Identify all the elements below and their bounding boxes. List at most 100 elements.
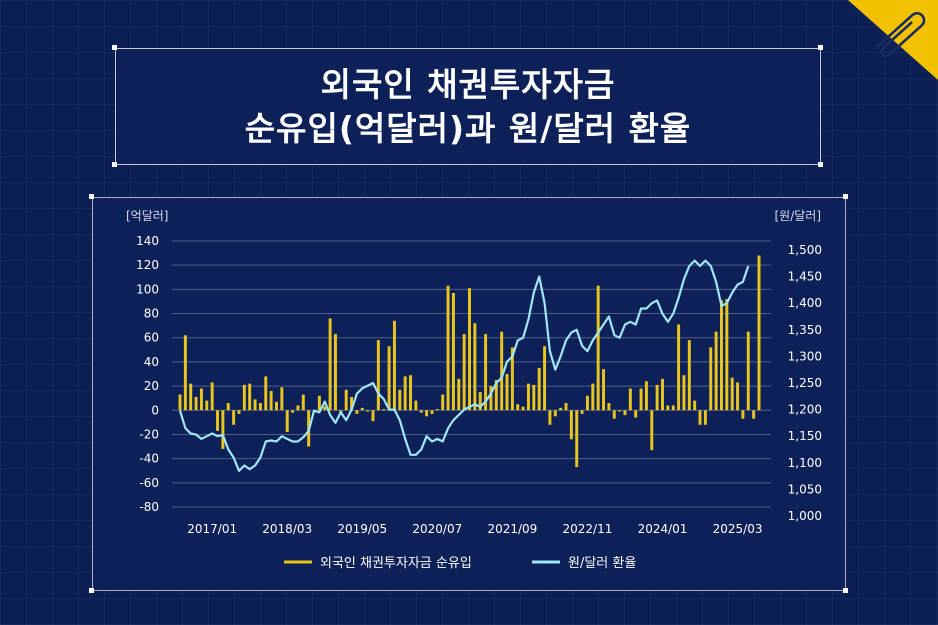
bar	[280, 387, 284, 411]
bar	[232, 410, 236, 425]
legend-line-label: 원/달러 환율	[568, 556, 636, 571]
bar	[451, 292, 455, 411]
bar	[473, 323, 477, 411]
bar	[548, 410, 552, 425]
bar	[569, 410, 573, 440]
bar	[741, 410, 745, 419]
bar	[655, 384, 659, 411]
bar	[248, 383, 252, 411]
bar	[736, 382, 740, 411]
right-tick-label: 1,450	[788, 270, 822, 284]
bar	[183, 335, 187, 411]
bar	[484, 334, 488, 411]
bar	[585, 395, 589, 411]
bar	[205, 400, 209, 411]
bar	[757, 255, 761, 411]
title-line-1: 외국인 채권투자자금	[320, 64, 616, 104]
title-line-2: 순유입(억달러)과 원/달러 환율	[244, 108, 692, 148]
corner-marker	[89, 194, 94, 199]
bar	[291, 410, 295, 413]
bar	[746, 331, 750, 411]
bar	[435, 409, 439, 411]
bar	[360, 407, 364, 411]
bar	[221, 410, 225, 449]
corner-marker	[818, 162, 823, 167]
bar	[376, 340, 380, 411]
bar	[226, 403, 230, 411]
bar	[596, 285, 600, 411]
bar	[371, 410, 375, 422]
bar	[242, 384, 246, 411]
bar	[719, 300, 723, 411]
x-tick-label: 2021/09	[487, 522, 537, 536]
bar	[623, 410, 627, 416]
chart-svg: [억달러] [원/달러] 140 120 100 80 60 40 20 0 -20 -40 -60…	[126, 209, 822, 571]
title-box: 외국인 채권투자자금 순유입(억달러)과 원/달러 환율	[115, 48, 821, 165]
right-tick-label: 1,050	[788, 482, 822, 496]
right-tick-label: 1,500	[788, 243, 822, 257]
right-tick-label: 1,000	[788, 509, 822, 523]
bar	[489, 386, 493, 411]
bar	[752, 410, 756, 419]
bar	[709, 347, 713, 411]
bar	[510, 347, 514, 411]
bar	[398, 389, 402, 411]
bar	[591, 383, 595, 411]
corner-marker	[89, 588, 94, 593]
legend: 외국인 채권투자자금 순유입 원/달러 환율	[284, 556, 636, 571]
bar	[628, 388, 632, 411]
bar	[189, 383, 193, 411]
x-tick-label: 2019/05	[337, 522, 387, 536]
bar	[425, 410, 429, 417]
left-tick-label: -20	[139, 427, 159, 441]
bar	[275, 401, 278, 411]
bar	[580, 410, 584, 414]
bar	[296, 405, 300, 411]
bar	[462, 334, 466, 411]
left-tick-label: 40	[144, 355, 159, 369]
x-tick-label: 2024/01	[638, 522, 688, 536]
bar	[301, 394, 305, 411]
left-tick-label: 20	[144, 379, 159, 393]
bar	[703, 410, 707, 425]
bar	[537, 367, 541, 411]
right-tick-label: 1,200	[788, 403, 822, 417]
bar	[553, 410, 557, 417]
bar	[419, 410, 423, 413]
corner-marker	[112, 45, 117, 50]
left-tick-label: 140	[136, 234, 159, 248]
bar	[414, 400, 418, 411]
bar	[387, 346, 391, 411]
left-tick-label: 120	[136, 258, 159, 272]
bar	[505, 374, 509, 411]
bar	[543, 346, 547, 411]
bar	[500, 331, 504, 411]
right-tick-label: 1,350	[788, 323, 822, 337]
left-tick-label: 60	[144, 331, 159, 345]
bar	[382, 409, 386, 411]
bar	[264, 376, 268, 411]
x-tick-label: 2020/07	[412, 522, 462, 536]
bar	[237, 410, 241, 414]
bar	[478, 392, 482, 411]
paperclip-corner	[848, 0, 938, 80]
bar	[269, 390, 273, 411]
paperclip-icon	[875, 11, 926, 58]
bar	[516, 404, 520, 411]
legend-bar-label: 외국인 채권투자자금 순유입	[320, 556, 472, 571]
bar	[366, 410, 370, 412]
bar	[559, 407, 563, 411]
bar	[344, 389, 348, 411]
bar	[199, 388, 203, 411]
bar	[661, 378, 664, 411]
bar	[317, 395, 321, 411]
right-tick-label: 1,250	[788, 376, 822, 390]
bar	[430, 410, 434, 414]
bar	[355, 410, 359, 414]
bar	[210, 382, 214, 411]
bar	[468, 288, 471, 411]
bar	[607, 403, 611, 411]
bar	[285, 410, 289, 433]
corner-marker	[818, 45, 823, 50]
bar	[634, 410, 638, 418]
